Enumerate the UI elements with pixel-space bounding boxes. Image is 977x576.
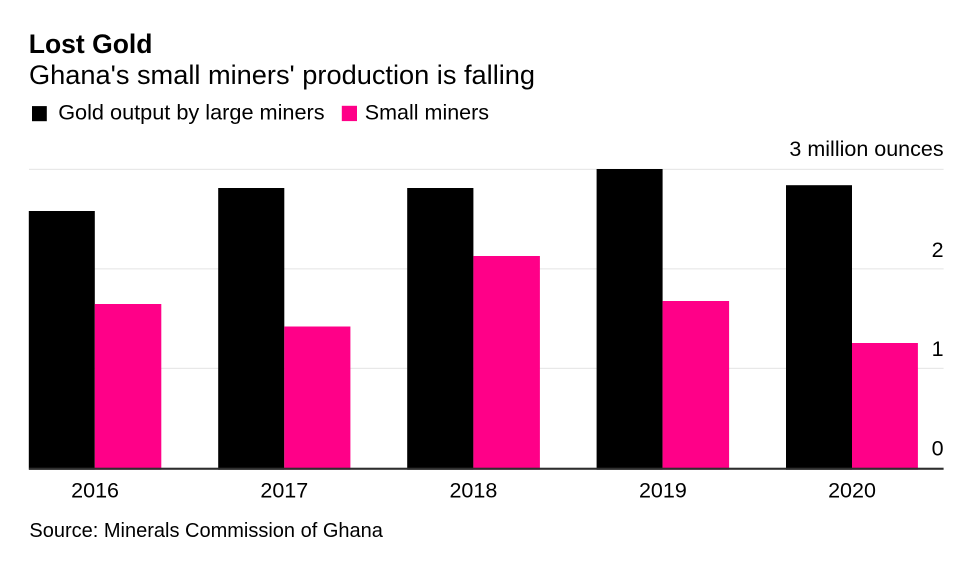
svg-text:1: 1 [932, 337, 944, 361]
svg-text:2016: 2016 [71, 478, 119, 502]
svg-text:3 million ounces: 3 million ounces [789, 137, 943, 161]
svg-text:2018: 2018 [449, 478, 497, 502]
svg-text:2019: 2019 [639, 478, 687, 502]
svg-text:Ghana's small miners' producti: Ghana's small miners' production is fall… [29, 59, 535, 90]
svg-text:Lost Gold: Lost Gold [29, 29, 153, 59]
svg-text:Small miners: Small miners [365, 101, 489, 125]
svg-text:2017: 2017 [260, 478, 308, 502]
svg-text:2020: 2020 [828, 478, 876, 502]
svg-text:Gold output by large miners: Gold output by large miners [58, 100, 325, 125]
svg-text:0: 0 [932, 437, 944, 461]
svg-text:Source: Minerals Commission of: Source: Minerals Commission of Ghana [29, 520, 383, 542]
svg-text:2: 2 [932, 238, 944, 262]
